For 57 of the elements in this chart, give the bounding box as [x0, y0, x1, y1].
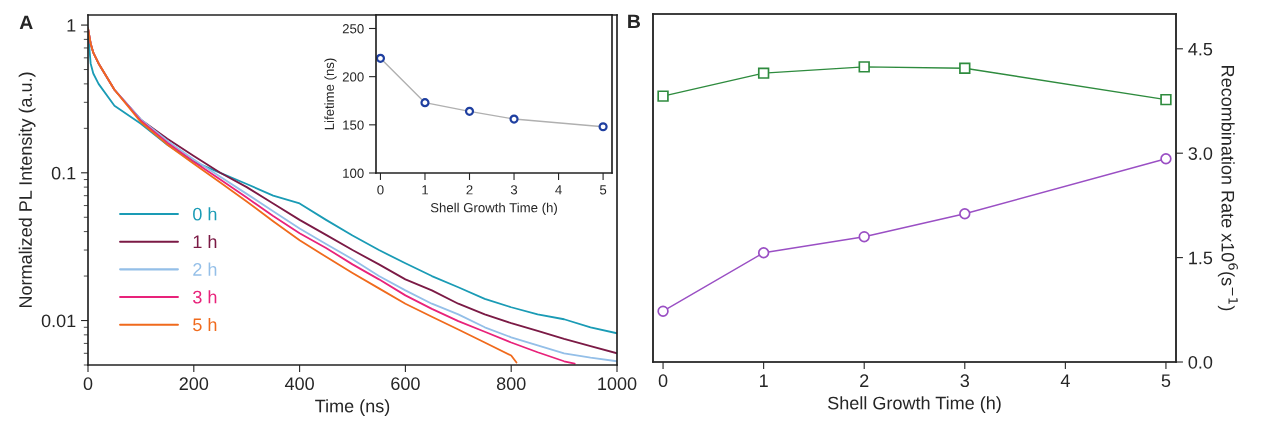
legend-label: 0 h	[193, 207, 217, 221]
point	[1160, 153, 1172, 165]
y2-tick-label: 1.5	[1189, 251, 1213, 265]
x-tick-label: 200	[179, 377, 209, 391]
point	[598, 122, 608, 132]
y-tick-label: 250	[342, 24, 364, 34]
point	[757, 67, 770, 79]
y-tick-label: 0.01	[41, 314, 76, 328]
legend-label: 5 h	[193, 317, 217, 332]
x-tick-label: 0	[377, 185, 384, 195]
y2-tick-label: 3.0	[1188, 147, 1213, 160]
point	[858, 231, 870, 243]
x-tick-label: 1	[422, 185, 429, 195]
y-axis-title: Normalized PL Intensity (a.u.)	[18, 72, 36, 308]
legend-label: 3 h	[193, 290, 217, 304]
text: A	[19, 15, 33, 30]
x-tick-label: 1000	[598, 377, 637, 391]
x-tick-label: 5	[1161, 374, 1171, 388]
y2-tick-label: 4.5	[1188, 42, 1213, 56]
y-tick-label: 0.1	[51, 166, 76, 180]
y-tick-label: 200	[342, 72, 364, 82]
x-tick-label: 3	[960, 374, 970, 388]
legend-label: 2 h	[193, 262, 217, 276]
point	[657, 90, 669, 102]
x-tick-label: 2	[860, 374, 869, 387]
x-tick-label: 3	[510, 185, 518, 195]
point	[657, 305, 669, 317]
point	[509, 114, 519, 124]
legend-label: 1 h	[193, 234, 217, 249]
point	[858, 61, 870, 73]
y-tick-label: 100	[343, 168, 364, 178]
x-tick-label: 600	[391, 377, 420, 391]
y2-tick-label: 0.0	[1188, 355, 1213, 369]
y-axis-title: Lifetime (ns)	[324, 58, 337, 130]
x-tick-label: 0	[658, 374, 668, 388]
x-tick-label: 5	[599, 185, 607, 195]
x-tick-label: 2	[466, 185, 473, 195]
x-axis-title: Shell Growth Time (h)	[828, 396, 1001, 414]
x-axis-title: Time (ns)	[315, 399, 390, 417]
x-tick-label: 4	[1060, 374, 1070, 387]
point	[959, 208, 971, 220]
y-tick-label: 1	[67, 19, 76, 32]
x-tick-label: 0	[83, 377, 93, 391]
x-tick-label: 4	[555, 185, 562, 195]
point	[376, 53, 386, 63]
y-tick-label: 150	[343, 120, 364, 130]
x-tick-label: 400	[284, 377, 314, 391]
x-axis-title: Shell Growth Time (h)	[430, 202, 557, 215]
point	[959, 62, 971, 74]
point	[1160, 93, 1172, 106]
point	[420, 98, 430, 108]
y2-axis-title: Recombination Rate x10$^{6}$(s$^{−1}$)	[1217, 66, 1238, 311]
x-tick-label: 800	[496, 377, 526, 391]
point	[464, 106, 475, 116]
text: B	[628, 14, 641, 29]
x-tick-label: 1	[759, 374, 768, 387]
point	[757, 247, 770, 259]
